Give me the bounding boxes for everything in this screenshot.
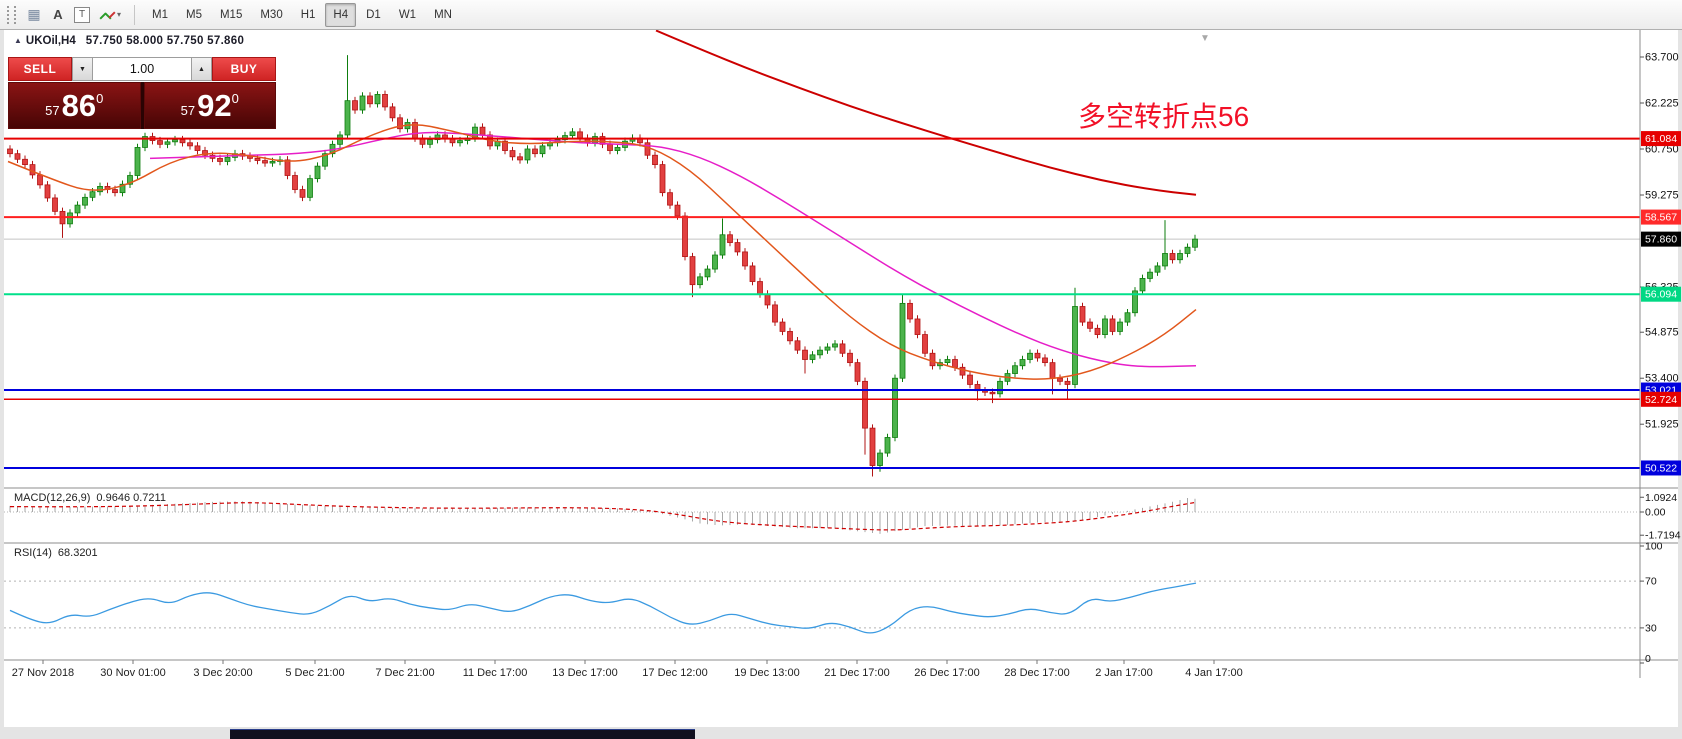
rsi-tick-100: 100 [1645, 541, 1663, 553]
price-badge-56.094 [1641, 286, 1681, 302]
timeframe-m30[interactable]: M30 [260, 8, 283, 21]
spin-up-icon: ▲ [198, 65, 205, 73]
chevron-down-icon: ▾ [116, 10, 121, 19]
time-label: 11 Dec 17:00 [463, 667, 528, 679]
buy-price-quote[interactable]: 57 92 0 [143, 82, 276, 129]
macd-name: MACD(12,26,9) [14, 492, 91, 504]
sell-price-big: 86 [61, 88, 97, 123]
one-click-trading-panel: SELL ▼ ▲ BUY 57 86 0 57 92 0 [8, 57, 276, 129]
macd-tick-0.00: 0.00 [1645, 507, 1666, 519]
price-tick-54.875: 54.875 [1645, 327, 1679, 339]
price-tick-53.400: 53.400 [1645, 373, 1679, 385]
macd-signal-line [9, 501, 1197, 531]
rsi-line [9, 582, 1197, 634]
timeframe-mn[interactable]: MN [434, 8, 452, 21]
rsi-name: RSI(14) [14, 547, 52, 559]
timeframe-d1[interactable]: D1 [366, 8, 381, 21]
rsi-value: 68.3201 [57, 547, 98, 559]
sell-price-sup: 0 [96, 91, 104, 106]
macd-tick--1.7194: -1.7194 [1645, 530, 1681, 542]
timeframe-m1[interactable]: M1 [152, 8, 168, 21]
time-label: 17 Dec 12:00 [642, 667, 707, 679]
instrument-icon: ▲ [14, 36, 22, 45]
time-label: 3 Dec 20:00 [193, 667, 252, 679]
time-label: 26 Dec 17:00 [914, 667, 979, 679]
moving-averages [7, 30, 1197, 380]
ma-magenta [149, 131, 1197, 368]
macd-indicator-label: MACD(12,26,9) 0.9646 0.7211 [14, 492, 166, 504]
grid-icon[interactable]: ▦ [27, 6, 41, 22]
price-tick-59.275: 59.275 [1645, 189, 1679, 201]
time-label: 13 Dec 17:00 [552, 667, 617, 679]
price-tick-60.750: 60.750 [1645, 143, 1679, 155]
timeframe-h4[interactable]: H4 [325, 2, 357, 27]
price-badge-text-52.724: 52.724 [1645, 394, 1677, 406]
spin-down-icon: ▼ [79, 65, 86, 73]
time-label: 5 Dec 21:00 [285, 667, 344, 679]
sell-button[interactable]: SELL [8, 57, 72, 81]
buy-price-sup: 0 [231, 91, 239, 106]
chart-title-bar: ▲ UKOil,H4 57.750 58.000 57.750 57.860 [14, 35, 244, 47]
ma-slow-red [655, 30, 1197, 196]
buy-price-prefix: 57 [180, 103, 196, 118]
text-box-icon[interactable]: T [70, 3, 94, 27]
price-badge-58.567 [1641, 209, 1681, 225]
price-tick-62.225: 62.225 [1645, 97, 1679, 109]
price-badge-text-61.084: 61.084 [1645, 133, 1677, 145]
zigzag-icon [99, 9, 116, 21]
ma-fast-orange [7, 124, 1197, 380]
volume-input[interactable] [93, 57, 191, 81]
candlestick-series [7, 55, 1198, 477]
chart-text-annotation: 多空转折点56 [1078, 101, 1250, 132]
text-label-icon[interactable]: A [53, 7, 63, 22]
volume-increment-button[interactable]: ▲ [191, 57, 212, 81]
time-label: 27 Nov 2018 [12, 667, 74, 679]
macd-histogram [9, 498, 1196, 534]
price-badge-text-50.522: 50.522 [1645, 462, 1677, 474]
chart-background [4, 30, 1678, 727]
price-tick-63.700: 63.700 [1645, 52, 1679, 64]
symbol-period: UKOil,H4 [25, 35, 76, 47]
timeframe-m5[interactable]: M5 [185, 8, 202, 21]
time-label: 7 Dec 21:00 [375, 667, 434, 679]
bottom-dark-strip [230, 729, 695, 739]
timeframe-w1[interactable]: W1 [398, 8, 417, 21]
price-badge-text-58.567: 58.567 [1645, 212, 1677, 224]
top-toolbar: ▦ A T ▾ M1 M5 M15 M30 H1 H4 D1 W1 MN [0, 0, 1682, 30]
price-badge-52.724 [1641, 391, 1681, 407]
sell-price-quote[interactable]: 57 86 0 [8, 82, 141, 129]
macd-values: 0.9646 0.7211 [96, 492, 166, 504]
scroll-end-marker-icon[interactable]: ▼ [1200, 33, 1210, 44]
rsi-tick-30: 30 [1645, 622, 1657, 634]
ohlc-values: 57.750 58.000 57.750 57.860 [85, 35, 245, 47]
sell-price-prefix: 57 [45, 103, 60, 118]
price-badge-57.860 [1641, 231, 1681, 247]
volume-decrement-button[interactable]: ▼ [72, 57, 93, 81]
macd-tick-1.0924: 1.0924 [1645, 492, 1677, 504]
time-label: 30 Nov 01:00 [100, 667, 165, 679]
indicators-icon[interactable]: ▾ [94, 3, 126, 27]
price-badge-text-57.860: 57.860 [1645, 234, 1677, 246]
rsi-indicator-label: RSI(14) 68.3201 [14, 547, 98, 559]
time-label: 2 Jan 17:00 [1095, 667, 1153, 679]
toolbar-separator [134, 4, 135, 25]
toolbar-drag-handle[interactable] [7, 5, 16, 24]
timeframe-m15[interactable]: M15 [219, 8, 243, 21]
time-label: 19 Dec 13:00 [734, 667, 799, 679]
time-label: 28 Dec 17:00 [1004, 667, 1069, 679]
price-tick-51.925: 51.925 [1645, 419, 1679, 431]
price-badge-text-56.094: 56.094 [1645, 289, 1677, 301]
price-badge-61.084 [1641, 131, 1681, 147]
price-badge-50.522 [1641, 460, 1681, 476]
timeframe-h1[interactable]: H1 [300, 8, 316, 21]
buy-button[interactable]: BUY [212, 57, 276, 81]
buy-price-big: 92 [197, 88, 232, 123]
time-label: 4 Jan 17:00 [1185, 667, 1243, 679]
time-label: 21 Dec 17:00 [824, 667, 889, 679]
rsi-tick-0: 0 [1645, 653, 1651, 665]
rsi-tick-70: 70 [1645, 576, 1657, 588]
